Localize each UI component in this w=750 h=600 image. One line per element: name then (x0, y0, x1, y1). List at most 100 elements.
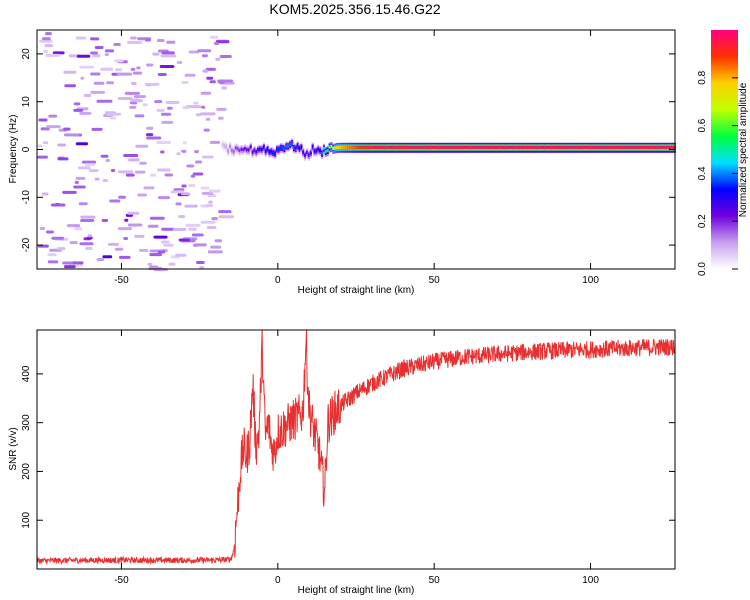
spectrogram-noise-cell (110, 169, 116, 173)
spectrogram-x-ticks: -50 0 50 100 (114, 30, 599, 286)
spectrogram-noise-cell (123, 154, 139, 158)
spectrogram-noise-cell (160, 240, 170, 244)
spectrogram-trace-cell (669, 145, 673, 149)
spectrogram-y-axis-label: Frequency (Hz) (8, 115, 19, 184)
spectrogram-noise-cell (201, 105, 206, 109)
figure-title: KOM5.2025.356.15.46.G22 (269, 1, 440, 17)
spectrogram-trace-cell (283, 147, 286, 151)
spectrogram-trace-cell (486, 145, 489, 149)
snr-x-axis-label: Height of straight line (km) (298, 585, 415, 596)
spectrogram-noise-cell (184, 204, 198, 208)
spectrogram-noise-cell (47, 253, 57, 257)
spectrogram-trace-cell (512, 145, 515, 149)
spectrogram-noise-cell (196, 261, 205, 265)
spectrogram-noise-cell (124, 218, 129, 222)
spectrogram-noise-cell (176, 152, 181, 156)
spectrogram-noise-cell (56, 247, 66, 251)
spectrogram-trace-cell (591, 145, 594, 149)
spectrogram-noise-cell (188, 227, 197, 231)
spectrogram-trace-cell (296, 144, 299, 148)
spectrogram-trace-cell (230, 148, 234, 153)
spectrogram-noise-cell (79, 242, 94, 246)
spectrogram-trace-cell (536, 145, 539, 149)
spectrogram-trace-cell (373, 145, 376, 149)
spectrogram-noise-cell (193, 101, 199, 105)
spectrogram-noise-cell (131, 82, 137, 86)
spectrogram-trace-cell (589, 145, 592, 149)
spectrogram-noise-cell (201, 54, 208, 58)
spectrogram-y-tick-label: 0 (21, 146, 32, 152)
spectrogram-trace-cell (431, 145, 434, 149)
spectrogram-noise-cell (146, 126, 154, 130)
spectrogram-trace-cell (411, 145, 414, 149)
spectrogram-noise-cell (43, 49, 49, 53)
spectrogram-noise-cell (195, 113, 201, 117)
spectrogram-trace-cell (557, 145, 560, 149)
spectrogram-trace-cell (416, 145, 419, 149)
spectrogram-noise-cell (208, 200, 213, 204)
spectrogram-noise-cell (163, 243, 174, 247)
spectrogram-noise-cell (114, 59, 124, 63)
snr-x-tick-label: -50 (114, 575, 129, 586)
spectrogram-noise-cell (94, 46, 104, 50)
spectrogram-trace-cell (242, 147, 245, 152)
spectrogram-noise-cell (185, 105, 202, 109)
spectrogram-trace-cell (463, 145, 466, 149)
spectrogram-trace-cell (407, 145, 410, 149)
spectrogram-trace-cell (570, 145, 573, 149)
spectrogram-noise-cell (205, 67, 216, 71)
spectrogram-noise-cell (94, 177, 100, 181)
spectrogram-trace-cell (671, 145, 675, 149)
spectrogram-trace-cell (531, 145, 534, 149)
spectrogram-noise-cell (81, 160, 97, 164)
spectrogram-noise-cell (135, 144, 149, 148)
spectrogram-noise-cell (63, 70, 77, 74)
spectrogram-noise-cell (106, 81, 115, 85)
spectrogram-trace-cell (472, 145, 476, 149)
spectrogram-noise-cell (157, 250, 166, 254)
spectrogram-noise-cell (205, 204, 214, 208)
spectrogram-trace-cell (319, 148, 322, 153)
snr-plot-area (37, 330, 675, 569)
spectrogram-trace-cell (240, 147, 243, 151)
spectrogram-noise-cell (139, 248, 149, 252)
spectrogram-trace-cell (450, 145, 453, 149)
spectrogram-trace-cell (418, 145, 421, 149)
spectrogram-noise-cell (134, 234, 145, 238)
spectrogram-trace-cell (324, 150, 327, 154)
spectrogram-noise-cell (40, 127, 50, 131)
spectrogram-noise-cell (48, 114, 58, 118)
spectrogram-trace-cell (621, 145, 624, 149)
spectrogram-trace-cell (399, 145, 402, 149)
spectrogram-noise-cell (175, 202, 182, 206)
spectrogram-trace-cell (234, 146, 237, 150)
spectrogram-trace-cell (544, 145, 547, 149)
spectrogram-trace-cell (465, 145, 468, 149)
spectrogram-noise-cell (73, 185, 86, 189)
spectrogram-trace-cell (501, 145, 504, 149)
spectrogram-noise-cell (96, 99, 113, 103)
spectrogram-noise-cell (109, 116, 117, 120)
colorbar-tick-label: 0.8 (697, 70, 708, 84)
spectrogram-noise-cell (128, 158, 140, 162)
spectrogram-noise-cell (41, 192, 49, 196)
spectrogram-noise-cell (92, 54, 101, 58)
spectrogram-trace-cell (559, 145, 562, 149)
spectrogram-y-ticks: -20 -10 0 10 20 (21, 48, 675, 252)
spectrogram-trace-cell (579, 145, 583, 149)
spectrogram-trace-cell (495, 145, 498, 149)
spectrogram-trace-cell (469, 145, 472, 149)
spectrogram-trace-cell (236, 146, 239, 151)
spectrogram-trace-cell (352, 145, 356, 149)
spectrogram-noise-cell (181, 184, 187, 188)
spectrogram-y-tick-label: 10 (21, 96, 32, 108)
colorbar-gradient (711, 30, 738, 269)
spectrogram-noise-cell (76, 54, 91, 58)
spectrogram-trace-cell (553, 145, 556, 149)
spectrogram-noise-cell (91, 127, 103, 131)
spectrogram-trace-cell (619, 145, 622, 149)
spectrogram-noise-cell (219, 54, 232, 58)
spectrogram-trace-cell (439, 145, 442, 149)
spectrogram-noise-cell (154, 100, 163, 104)
spectrogram-noise-cell (181, 192, 190, 196)
